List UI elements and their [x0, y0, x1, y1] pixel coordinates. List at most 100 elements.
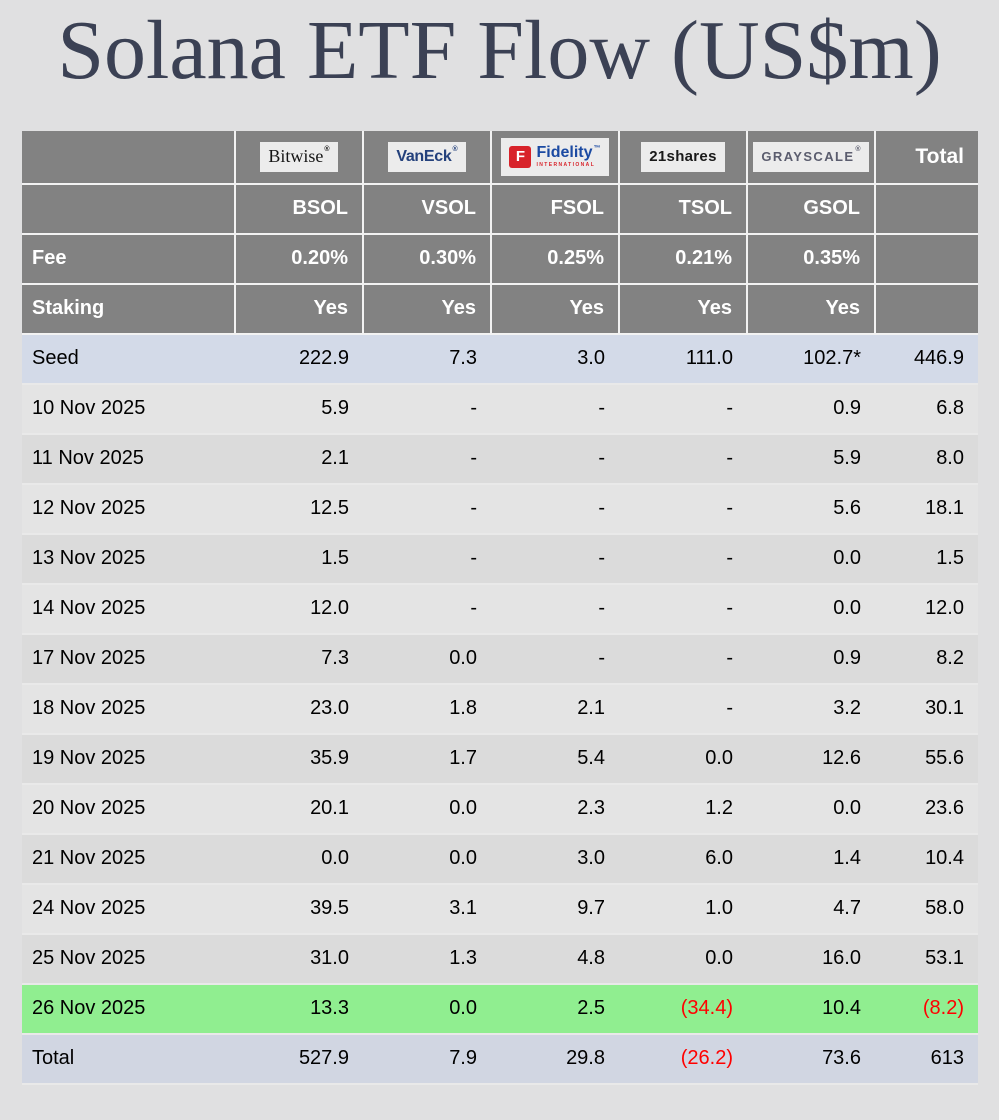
issuer-logo-cell: 21shares	[619, 130, 748, 185]
row-label: 18 Nov 2025	[22, 683, 235, 735]
value-cell: 613	[875, 1033, 978, 1085]
trademark-mark: ™	[593, 145, 601, 153]
value-cell: 1.7	[363, 733, 491, 785]
table-row: 17 Nov 2025 7.3 0.0- -0.9 8.2	[22, 633, 978, 685]
value-cell: (26.2)	[619, 1033, 747, 1085]
value-cell: 0.0	[747, 533, 875, 585]
value-cell: 39.5	[235, 883, 363, 935]
logo-row: Bitwise ® VanEck ® F Fidelity ™ INTERNATIONAL 21…	[22, 130, 978, 185]
value-cell: 10.4	[747, 983, 875, 1035]
value-cell: -	[619, 633, 747, 685]
value-cell: 1.8	[363, 683, 491, 735]
value-cell: 0.9	[747, 383, 875, 435]
value-cell: 1.3	[363, 933, 491, 985]
table-row: Seed 222.9 7.3 3.0 111.0 102.7* 446.9	[22, 333, 978, 385]
value-cell: 3.1	[363, 883, 491, 935]
row-label: 25 Nov 2025	[22, 933, 235, 985]
ticker-row: BSOL VSOL FSOL TSOL GSOL	[22, 183, 978, 235]
etf-flow-table: Bitwise ® VanEck ® F Fidelity ™ INTERNATIONAL 21…	[22, 130, 978, 1085]
row-label: 13 Nov 2025	[22, 533, 235, 585]
value-cell: 23.0	[235, 683, 363, 735]
issuer-staking: Yes	[747, 283, 876, 335]
value-cell: -	[363, 433, 491, 485]
value-cell: 222.9	[235, 333, 363, 385]
table-row: 21 Nov 2025 0.0 0.0 3.0 6.0 1.4 10.4	[22, 833, 978, 885]
row-label: 26 Nov 2025	[22, 983, 235, 1035]
issuer-staking: Yes	[491, 283, 620, 335]
empty-cell	[875, 233, 978, 285]
value-cell: 2.3	[491, 783, 619, 835]
vaneck-logo: VanEck ®	[388, 141, 466, 172]
issuer-ticker: GSOL	[747, 183, 876, 235]
issuer-logo-cell: VanEck ®	[363, 130, 492, 185]
value-cell: 0.0	[747, 783, 875, 835]
issuer-logo-cell: GRAYSCALE ®	[747, 130, 876, 185]
value-cell: -	[363, 483, 491, 535]
issuer-staking: Yes	[619, 283, 748, 335]
value-cell: 1.5	[875, 533, 978, 585]
value-cell: -	[491, 383, 619, 435]
value-cell: 0.0	[619, 733, 747, 785]
value-cell: 7.3	[363, 333, 491, 385]
value-cell: -	[619, 433, 747, 485]
issuer-fee: 0.20%	[235, 233, 364, 285]
value-cell: 527.9	[235, 1033, 363, 1085]
value-cell: 2.1	[491, 683, 619, 735]
corner-cell	[22, 130, 236, 185]
row-label: Seed	[22, 333, 235, 385]
value-cell: 1.2	[619, 783, 747, 835]
row-label: 12 Nov 2025	[22, 483, 235, 535]
value-cell: 0.0	[363, 783, 491, 835]
value-cell: 4.8	[491, 933, 619, 985]
value-cell: 446.9	[875, 333, 978, 385]
value-cell: 12.5	[235, 483, 363, 535]
issuer-ticker: VSOL	[363, 183, 492, 235]
value-cell: -	[363, 533, 491, 585]
table-row: Total 527.9 7.9 29.8 (26.2) 73.6 613	[22, 1033, 978, 1085]
row-label: 20 Nov 2025	[22, 783, 235, 835]
value-cell: -	[491, 633, 619, 685]
value-cell: 2.1	[235, 433, 363, 485]
value-cell: -	[491, 483, 619, 535]
row-label: 14 Nov 2025	[22, 583, 235, 635]
value-cell: 0.0	[363, 833, 491, 885]
table-row: 13 Nov 2025 1.5- - -0.0 1.5	[22, 533, 978, 585]
value-cell: 0.0	[363, 983, 491, 1035]
value-cell: 0.0	[747, 583, 875, 635]
table-row: 19 Nov 2025 35.9 1.7 5.4 0.0 12.6 55.6	[22, 733, 978, 785]
value-cell: -	[363, 383, 491, 435]
value-cell: 53.1	[875, 933, 978, 985]
value-cell: 7.9	[363, 1033, 491, 1085]
row-label: 10 Nov 2025	[22, 383, 235, 435]
table-row: 20 Nov 2025 20.1 0.0 2.3 1.2 0.0 23.6	[22, 783, 978, 835]
table-row: 24 Nov 2025 39.5 3.1 9.7 1.0 4.7 58.0	[22, 883, 978, 935]
value-cell: 5.6	[747, 483, 875, 535]
issuer-fee: 0.35%	[747, 233, 876, 285]
table-row: 14 Nov 2025 12.0- - -0.0 12.0	[22, 583, 978, 635]
row-label: Total	[22, 1033, 235, 1085]
issuer-staking: Yes	[363, 283, 492, 335]
value-cell: -	[619, 533, 747, 585]
value-cell: 12.6	[747, 733, 875, 785]
issuer-ticker: TSOL	[619, 183, 748, 235]
value-cell: 2.5	[491, 983, 619, 1035]
empty-cell	[875, 183, 978, 235]
value-cell: 30.1	[875, 683, 978, 735]
issuer-logo-cell: Bitwise ®	[235, 130, 364, 185]
value-cell: 0.0	[235, 833, 363, 885]
table-row: 10 Nov 2025 5.9- - -0.9 6.8	[22, 383, 978, 435]
issuer-ticker: BSOL	[235, 183, 364, 235]
value-cell: 3.2	[747, 683, 875, 735]
row-label: 24 Nov 2025	[22, 883, 235, 935]
value-cell: -	[363, 583, 491, 635]
value-cell: -	[491, 583, 619, 635]
ticker-row-label	[22, 183, 236, 235]
issuer-fee: 0.21%	[619, 233, 748, 285]
table-row: 18 Nov 2025 23.0 1.8 2.1-3.2 30.1	[22, 683, 978, 735]
staking-row: Staking Yes Yes Yes Yes Yes	[22, 283, 978, 335]
empty-cell	[875, 283, 978, 335]
value-cell: 8.2	[875, 633, 978, 685]
issuer-fee: 0.25%	[491, 233, 620, 285]
table-row: 26 Nov 2025 13.3 0.0 2.5 (34.4) 10.4 (8.2)	[22, 983, 978, 1035]
value-cell: 0.0	[363, 633, 491, 685]
